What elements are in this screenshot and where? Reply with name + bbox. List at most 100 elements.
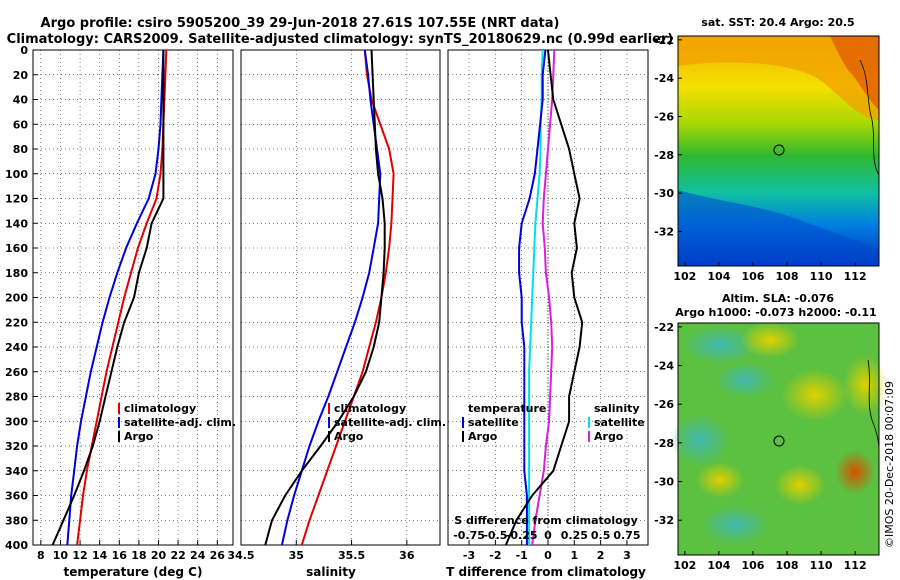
x-tick-label: 26	[210, 549, 226, 562]
depth-tick-label: 120	[5, 193, 28, 206]
x-tick-label: 12	[72, 549, 87, 562]
sla-low-anomaly	[682, 325, 758, 365]
s-difference-label: S difference from climatology	[454, 514, 638, 527]
lon-tick-label: 102	[673, 559, 696, 572]
lon-tick-label: 104	[707, 559, 730, 572]
series-line-salinity-argo	[531, 49, 556, 546]
lat-tick-label: -30	[654, 476, 674, 489]
depth-tick-label: 340	[5, 465, 28, 478]
sst-map: sat. SST: 20.4 Argo: 20.5 102 104 106 108 11…	[654, 16, 880, 283]
lon-tick-label: 108	[776, 270, 799, 283]
legend-satellite-label: satellite-adj. clim.	[334, 416, 446, 429]
sla-peak-anomaly	[835, 450, 875, 494]
x-tick-label: -1	[516, 549, 528, 562]
x-tick-label: 34.5	[227, 549, 254, 562]
legend-temperature-title: temperature	[468, 402, 546, 415]
lon-tick-label: 106	[741, 270, 764, 283]
sla-high-anomaly	[781, 369, 849, 421]
x-tick-label: 35	[289, 549, 304, 562]
s-tick-label: 0.25	[561, 529, 588, 542]
s-tick-label: 0.75	[613, 529, 640, 542]
x-tick-label: 16	[112, 549, 128, 562]
depth-tick-label: 300	[5, 415, 28, 428]
lon-tick-label: 112	[844, 559, 867, 572]
legend-s-argo-label: Argo	[594, 430, 624, 443]
sla-high-anomaly	[843, 355, 887, 415]
lon-tick-label: 112	[844, 270, 867, 283]
x-tick-label: 0	[544, 549, 552, 562]
temperature-panel: 0 20 40 60 80 100 120 140 160 180 200 220 240 260 280 3…	[5, 44, 236, 579]
series-line-temperature-argo	[504, 49, 584, 546]
legend-climatology-label: climatology	[334, 402, 406, 415]
x-tick-label: 8	[37, 549, 45, 562]
salinity-panel: 34.5 35 35.5 36 salinity climatology satell…	[227, 49, 446, 579]
lon-tick-label: 110	[810, 270, 833, 283]
lat-tick-label: -24	[654, 360, 674, 373]
legend-s-satellite-label: satellite	[594, 416, 645, 429]
lat-tick-label: -30	[654, 187, 674, 200]
depth-tick-label: 160	[5, 242, 28, 255]
sla-map-frame	[677, 322, 880, 556]
lat-tick-label: -32	[654, 226, 674, 239]
series-line-temperature-satellite	[518, 49, 547, 545]
lon-tick-label: 104	[707, 270, 730, 283]
x-tick-label: 2	[597, 549, 605, 562]
depth-tick-label: 280	[5, 391, 28, 404]
figure-title-line2: Climatology: CARS2009. Satellite-adjuste…	[7, 32, 674, 47]
x-tick-label: 35.5	[338, 549, 365, 562]
difference-legend: temperature satellite Argo salinity sate…	[462, 402, 645, 443]
sla-map: Altim. SLA: -0.076 Argo h1000: -0.073 h2…	[654, 292, 887, 572]
legend-salinity-title: salinity	[594, 402, 640, 415]
depth-tick-label: 0	[20, 44, 28, 57]
sst-map-frame	[677, 35, 880, 267]
sla-map-title-line1: Altim. SLA: -0.076	[722, 292, 834, 305]
depth-tick-label: 80	[13, 143, 29, 156]
figure-title-line1: Argo profile: csiro 5905200_39 29-Jun-20…	[41, 16, 560, 31]
t-difference-xlabel: T difference from climatology	[446, 565, 646, 579]
depth-tick-label: 220	[5, 316, 28, 329]
x-tick-label: 20	[151, 549, 167, 562]
s-tick-label: -0.25	[506, 529, 538, 542]
sst-map-title: sat. SST: 20.4 Argo: 20.5	[701, 16, 854, 29]
coastline	[859, 59, 880, 176]
sla-low-anomaly	[715, 362, 775, 398]
lon-tick-label: 108	[776, 559, 799, 572]
x-tick-label: 22	[170, 549, 185, 562]
lon-tick-label: 106	[741, 559, 764, 572]
sla-map-title-line2: Argo h1000: -0.073 h2000: -0.11	[675, 306, 876, 319]
lat-tick-label: -26	[654, 398, 674, 411]
x-tick-label: 18	[131, 549, 146, 562]
series-line-argo	[264, 49, 386, 546]
legend-t-satellite-label: satellite	[468, 416, 519, 429]
depth-tick-label: 200	[5, 292, 28, 305]
temperature-legend: climatology satellite-adj. clim. Argo	[118, 402, 236, 443]
salinity-legend: climatology satellite-adj. clim. Argo	[328, 402, 446, 443]
lat-tick-label: -24	[654, 72, 674, 85]
legend-climatology-label: climatology	[124, 402, 196, 415]
sla-high-anomaly	[740, 322, 800, 358]
series-line-argo	[51, 50, 165, 546]
lat-tick-label: -28	[654, 437, 674, 450]
x-tick-label: -3	[463, 549, 475, 562]
depth-tick-label: 380	[5, 514, 28, 527]
x-tick-label: 1	[570, 549, 578, 562]
depth-tick-label: 240	[5, 341, 28, 354]
argo-location-marker	[773, 435, 785, 447]
sla-high-anomaly	[774, 465, 826, 505]
sst-warm-region	[678, 36, 879, 120]
lat-tick-label: -26	[654, 111, 674, 124]
x-tick-label: 3	[623, 549, 631, 562]
series-line-salinity-satellite	[528, 49, 544, 545]
s-tick-label: -0.5	[483, 529, 507, 542]
x-tick-label: -2	[489, 549, 501, 562]
depth-tick-label: 20	[13, 69, 29, 82]
legend-satellite-label: satellite-adj. clim.	[124, 416, 236, 429]
depth-tick-label: 360	[5, 490, 28, 503]
temperature-xlabel: temperature (deg C)	[64, 565, 203, 579]
sla-low-anomaly	[701, 505, 769, 545]
sst-cold-region	[678, 190, 879, 266]
series-line-satellite-adj-clim-	[66, 49, 165, 546]
lat-tick-label: -22	[654, 321, 674, 334]
difference-panel: -3 -2 -1 0 1 2 3 -0.75-0.5-0.25 0 0.25 0.5 0.75 S …	[446, 49, 649, 579]
